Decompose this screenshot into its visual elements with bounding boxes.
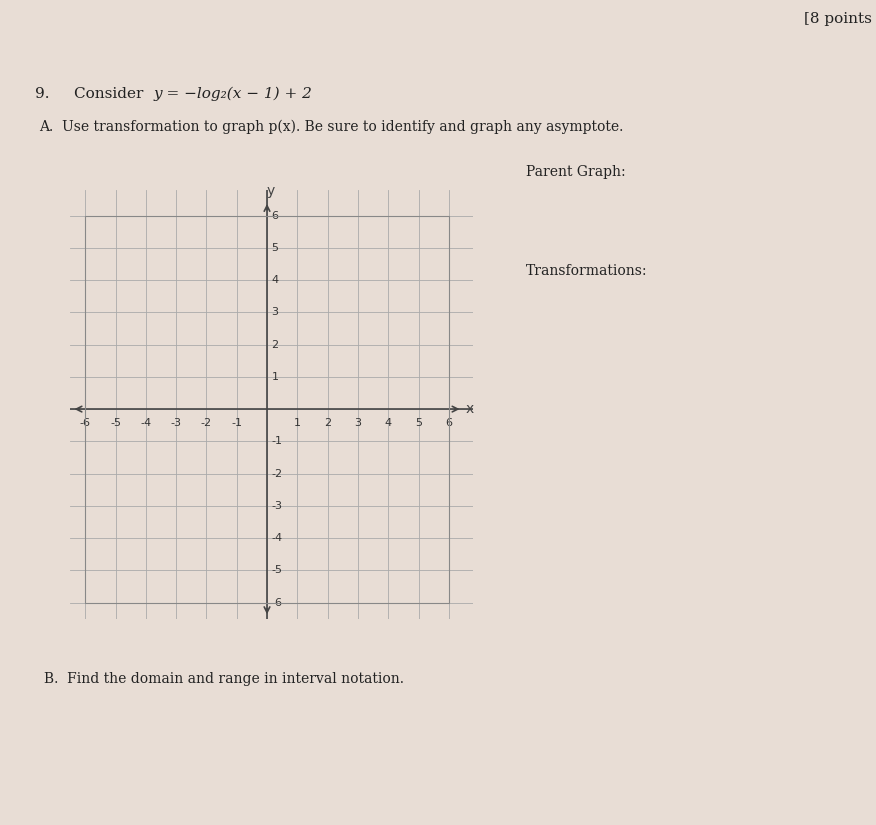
Text: -1: -1 [231, 418, 243, 428]
Text: -1: -1 [272, 436, 283, 446]
Text: A.  Use transformation to graph p(x). Be sure to identify and graph any asymptot: A. Use transformation to graph p(x). Be … [39, 120, 624, 134]
Text: 6: 6 [445, 418, 452, 428]
Text: -6: -6 [80, 418, 91, 428]
Text: -4: -4 [272, 533, 283, 543]
Text: 4: 4 [272, 275, 279, 285]
Text: [8 points: [8 points [804, 12, 872, 26]
Text: 4: 4 [385, 418, 392, 428]
Text: 3: 3 [272, 308, 279, 318]
Text: 2: 2 [324, 418, 331, 428]
Text: -2: -2 [272, 469, 283, 478]
Text: y = −log₂(x − 1) + 2: y = −log₂(x − 1) + 2 [153, 87, 312, 101]
Text: 3: 3 [355, 418, 362, 428]
Text: x: x [465, 402, 474, 416]
Text: 5: 5 [415, 418, 422, 428]
Text: -5: -5 [110, 418, 121, 428]
Text: 1: 1 [293, 418, 300, 428]
Text: -5: -5 [272, 565, 283, 575]
Text: -2: -2 [201, 418, 212, 428]
Text: 1: 1 [272, 372, 279, 382]
Text: Transformations:: Transformations: [526, 264, 647, 278]
Text: Parent Graph:: Parent Graph: [526, 165, 625, 179]
Text: Consider: Consider [74, 87, 149, 101]
Text: B.  Find the domain and range in interval notation.: B. Find the domain and range in interval… [44, 672, 404, 686]
Text: 5: 5 [272, 243, 279, 252]
Text: -3: -3 [171, 418, 181, 428]
Text: -6: -6 [272, 597, 283, 608]
Text: -3: -3 [272, 501, 283, 511]
Text: y: y [266, 184, 275, 198]
Text: 2: 2 [272, 340, 279, 350]
Text: -4: -4 [140, 418, 152, 428]
Text: 6: 6 [272, 210, 279, 220]
Text: 9.: 9. [35, 87, 50, 101]
